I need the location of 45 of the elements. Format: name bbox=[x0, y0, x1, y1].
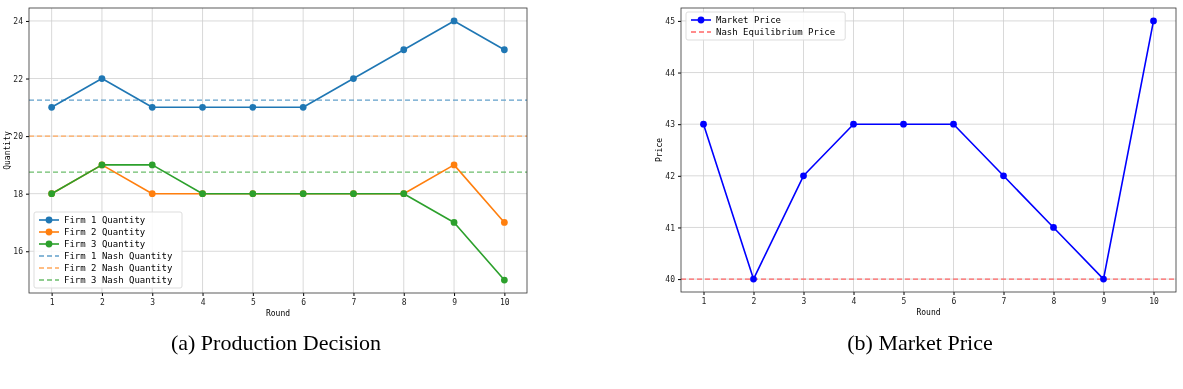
y-tick-label: 18 bbox=[13, 189, 24, 199]
legend-label: Firm 2 Quantity bbox=[64, 227, 146, 237]
y-tick-label: 42 bbox=[665, 171, 676, 181]
y-tick-label: 16 bbox=[13, 247, 24, 257]
y-tick-label: 41 bbox=[665, 223, 676, 233]
x-axis-title: Round bbox=[265, 309, 291, 318]
legend-label: Nash Equilibrium Price bbox=[716, 27, 836, 37]
x-tick-label: 4 bbox=[200, 297, 206, 307]
x-tick-label: 9 bbox=[452, 297, 458, 307]
x-tick-label: 1 bbox=[701, 296, 707, 306]
y-tick-label: 45 bbox=[665, 16, 676, 26]
x-tick-label: 10 bbox=[500, 297, 510, 307]
x-tick-label: 6 bbox=[301, 297, 307, 307]
x-tick-label: 8 bbox=[401, 297, 407, 307]
x-tick-label: 8 bbox=[1051, 296, 1057, 306]
x-tick-label: 2 bbox=[751, 296, 757, 306]
x-tick-label: 2 bbox=[100, 297, 106, 307]
y-tick-label: 22 bbox=[13, 74, 24, 84]
x-tick-label: 10 bbox=[1149, 296, 1159, 306]
y-tick-label: 20 bbox=[13, 132, 24, 142]
y-tick-label: 24 bbox=[13, 17, 24, 27]
y-tick-label: 43 bbox=[665, 120, 676, 130]
x-tick-label: 9 bbox=[1101, 296, 1107, 306]
legend-label: Firm 1 Nash Quantity bbox=[64, 251, 173, 261]
x-axis-title: Round bbox=[916, 308, 941, 317]
text: (b) Market Price bbox=[847, 330, 993, 355]
x-tick-label: 5 bbox=[250, 297, 256, 307]
legend-label: Firm 1 Quantity bbox=[64, 215, 146, 225]
x-tick-label: 3 bbox=[150, 297, 156, 307]
legend-label: Firm 3 Quantity bbox=[64, 239, 146, 249]
x-tick-label: 1 bbox=[49, 297, 55, 307]
x-tick-label: 3 bbox=[801, 296, 807, 306]
y-axis-title: Price bbox=[655, 137, 664, 163]
y-tick-label: 40 bbox=[665, 275, 676, 285]
x-tick-label: 4 bbox=[851, 296, 857, 306]
x-tick-label: 7 bbox=[1001, 296, 1007, 306]
legend-label: Firm 2 Nash Quantity bbox=[64, 263, 173, 273]
legend-label: Market Price bbox=[716, 15, 782, 25]
x-tick-label: 7 bbox=[351, 297, 357, 307]
y-tick-label: 44 bbox=[665, 68, 676, 78]
x-tick-label: 6 bbox=[951, 296, 957, 306]
legend-label: Firm 3 Nash Quantity bbox=[64, 275, 173, 285]
text: (a) Production Decision bbox=[170, 330, 382, 355]
y-axis-title: Quantity bbox=[3, 131, 12, 170]
x-tick-label: 5 bbox=[901, 296, 907, 306]
